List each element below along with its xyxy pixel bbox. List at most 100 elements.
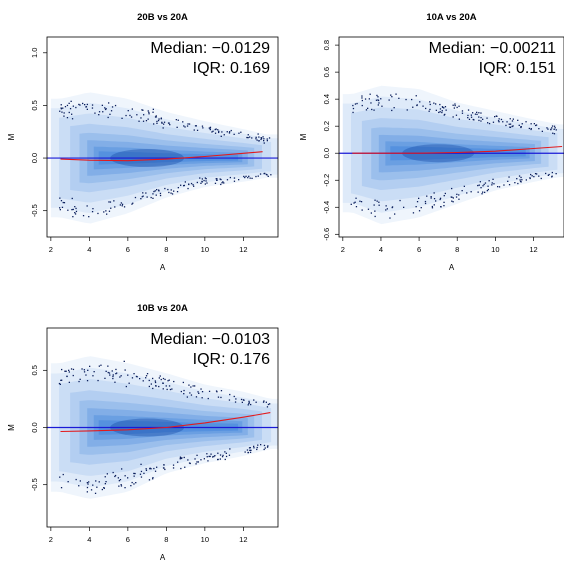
outlier-point — [257, 133, 259, 135]
outlier-point — [480, 117, 482, 119]
outlier-point — [159, 375, 161, 377]
outlier-point — [248, 447, 251, 449]
outlier-point — [109, 113, 111, 115]
outlier-point — [415, 206, 417, 208]
outlier-point — [249, 177, 251, 179]
outlier-point — [59, 197, 61, 199]
outlier-point — [430, 196, 432, 198]
outlier-point — [215, 178, 217, 180]
outlier-point — [552, 132, 554, 134]
outlier-point — [249, 447, 251, 449]
outlier-point — [124, 369, 126, 371]
outlier-point — [69, 108, 72, 110]
outlier-point — [74, 206, 76, 208]
outlier-point — [115, 368, 117, 371]
outlier-point — [158, 189, 160, 191]
outlier-point — [61, 379, 63, 381]
outlier-point — [152, 478, 154, 480]
outlier-point — [548, 173, 550, 176]
outlier-point — [74, 213, 77, 215]
outlier-point — [250, 403, 252, 406]
outlier-point — [100, 364, 102, 366]
outlier-point — [474, 113, 477, 115]
outlier-point — [106, 213, 108, 215]
outlier-point — [361, 99, 363, 102]
outlier-point — [194, 458, 196, 460]
outlier-point — [255, 138, 257, 140]
outlier-point — [214, 132, 217, 134]
outlier-point — [431, 205, 433, 208]
outlier-point — [179, 458, 181, 460]
outlier-point — [176, 126, 178, 128]
outlier-point — [467, 114, 469, 117]
outlier-point — [487, 188, 489, 191]
outlier-point — [110, 110, 113, 112]
outlier-point — [136, 376, 138, 378]
outlier-point — [176, 191, 179, 193]
outlier-point — [477, 191, 479, 193]
outlier-point — [488, 122, 491, 125]
outlier-point — [233, 133, 235, 135]
y-tick-label: 0.5 — [30, 100, 39, 110]
outlier-point — [467, 109, 470, 111]
outlier-point — [88, 481, 90, 483]
outlier-point — [212, 456, 214, 458]
outlier-point — [405, 98, 407, 101]
outlier-point — [377, 99, 380, 102]
outlier-point — [183, 125, 185, 127]
outlier-point — [68, 381, 70, 383]
outlier-point — [120, 202, 122, 204]
outlier-point — [152, 193, 154, 195]
outlier-point — [145, 375, 148, 377]
outlier-point — [482, 185, 484, 187]
outlier-point — [188, 123, 191, 125]
outlier-point — [551, 171, 553, 174]
outlier-point — [528, 127, 530, 130]
y-tick-label: 1.0 — [30, 48, 39, 58]
outlier-point — [152, 197, 154, 199]
outlier-point — [70, 100, 72, 102]
ma-panel: 2 4 6 8 10 12 -0.5 0.0 0.5 A M 10B vs 20A Median: −0… — [7, 303, 279, 562]
outlier-point — [82, 102, 84, 105]
outlier-point — [218, 131, 220, 134]
outlier-point — [266, 174, 268, 176]
outlier-point — [183, 456, 185, 459]
outlier-point — [541, 130, 543, 132]
outlier-point — [538, 128, 540, 130]
outlier-point — [62, 107, 64, 109]
y-tick-label: -0.5 — [30, 204, 39, 217]
outlier-point — [493, 183, 495, 185]
outlier-point — [181, 457, 183, 459]
outlier-point — [123, 360, 125, 362]
outlier-point — [164, 378, 166, 381]
outlier-point — [534, 173, 537, 175]
outlier-point — [443, 205, 445, 207]
outlier-point — [188, 183, 190, 185]
outlier-point — [546, 127, 548, 129]
x-tick-label: 4 — [87, 535, 91, 544]
outlier-point — [154, 381, 157, 384]
outlier-point — [145, 468, 147, 470]
outlier-point — [517, 182, 519, 185]
outlier-point — [66, 375, 68, 378]
outlier-point — [220, 178, 222, 181]
outlier-point — [376, 200, 378, 202]
outlier-point — [478, 119, 480, 122]
outlier-point — [127, 374, 129, 376]
outlier-point — [189, 462, 191, 465]
outlier-point — [435, 103, 437, 105]
outlier-point — [96, 486, 98, 488]
outlier-point — [129, 114, 131, 117]
outlier-point — [257, 175, 259, 177]
outlier-point — [108, 102, 110, 104]
outlier-point — [245, 175, 247, 177]
outlier-point — [497, 120, 500, 122]
outlier-point — [428, 110, 430, 112]
outlier-point — [132, 202, 134, 204]
outlier-point — [218, 130, 220, 132]
outlier-point — [206, 453, 208, 455]
outlier-point — [214, 182, 217, 184]
y-tick-label: 0.2 — [322, 121, 331, 131]
outlier-point — [101, 104, 103, 106]
outlier-point — [267, 403, 270, 406]
